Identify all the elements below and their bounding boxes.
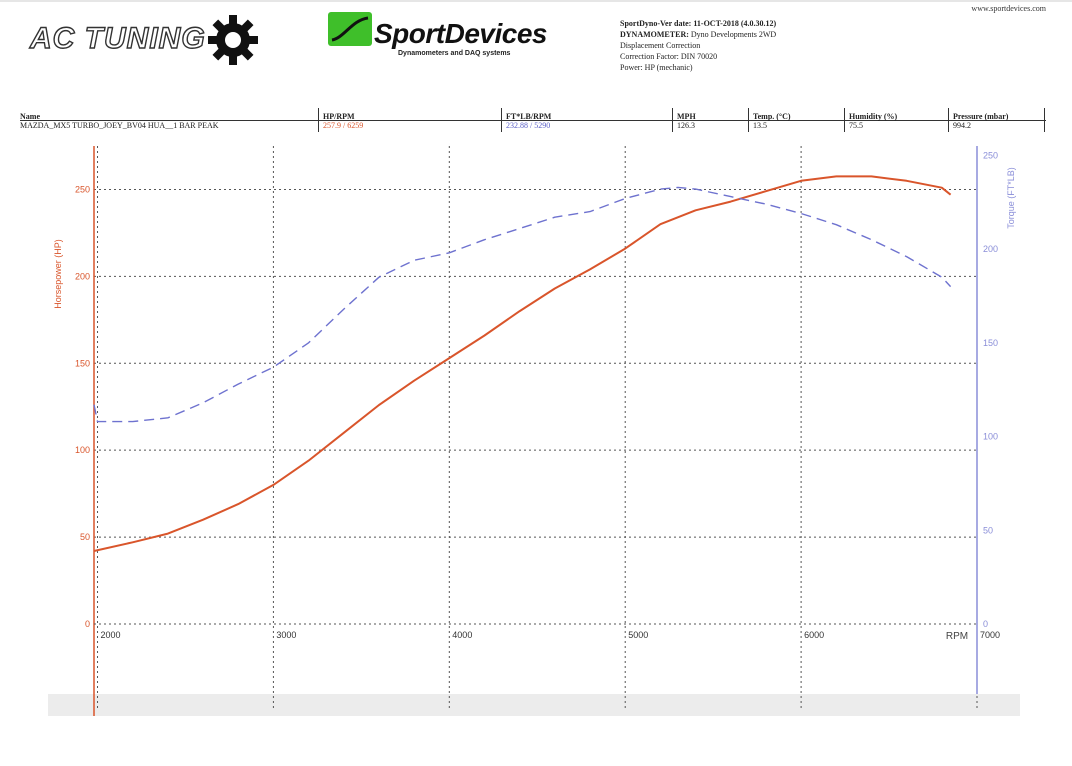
- sportdevices-name: SportDevices: [374, 18, 547, 49]
- humidity: Humidity (%) 75.5: [849, 112, 897, 130]
- torque-value: 232.88 / 5290: [506, 121, 551, 130]
- x-axis-label: RPM: [946, 631, 968, 642]
- y-right-tick-label: 150: [983, 338, 998, 348]
- y-left-tick-label: 0: [85, 619, 90, 629]
- dyno-info: SportDyno-Ver date: 11-OCT-2018 (4.0.30.…: [620, 18, 776, 73]
- displacement-correction: Displacement Correction: [620, 41, 701, 50]
- y-left-tick-label: 200: [75, 271, 90, 281]
- y-right-tick-label: 50: [983, 525, 993, 535]
- hp-value: 257.9 / 6259: [323, 121, 364, 130]
- x-tick-label: 4000: [452, 630, 472, 640]
- temperature: Temp. (°C) 13.5: [753, 112, 791, 130]
- y-right-tick-label: 100: [983, 432, 998, 442]
- header-divider: [318, 108, 319, 132]
- y-left-tick-label: 100: [75, 445, 90, 455]
- header-divider: [948, 108, 949, 132]
- name-label: Name: [20, 112, 40, 121]
- horsepower-line: [93, 175, 952, 552]
- torque-line: [93, 186, 952, 423]
- dyno-value: Dyno Developments 2WD: [690, 30, 777, 39]
- y-right-tick-label: 250: [983, 150, 998, 160]
- header-divider: [501, 108, 502, 132]
- y-right-tick-label: 0: [983, 619, 988, 629]
- y-axis-right-label: Torque (FT*LB): [1006, 167, 1016, 229]
- swoosh-icon: [331, 16, 369, 42]
- dyno-label: DYNAMOMETER:: [620, 30, 689, 39]
- header-divider: [1044, 108, 1045, 132]
- dyno-chart-svg: 2000 3000 4000 5000 6000 70000501001502002500…: [48, 134, 1020, 716]
- y-left-tick-label: 150: [75, 358, 90, 368]
- dyno-chart: 2000 3000 4000 5000 6000 7000 0 50 100 150 200 250 0…: [48, 134, 1020, 716]
- y-right-tick-label: 200: [983, 244, 998, 254]
- hp-peak: HP/RPM 257.9 / 6259: [323, 112, 363, 130]
- hp-label: HP/RPM: [323, 112, 355, 121]
- pressure-label: Pressure (mbar): [953, 112, 1009, 121]
- x-tick-label: 2000: [101, 630, 121, 640]
- sportdevices-tagline: Dynamometers and DAQ systems: [398, 50, 511, 57]
- header-divider: [748, 108, 749, 132]
- humidity-value: 75.5: [849, 121, 863, 130]
- header-divider: [672, 108, 673, 132]
- chart-footer-band: [48, 694, 1020, 716]
- mph-label: MPH: [677, 112, 696, 121]
- site-url[interactable]: www.sportdevices.com: [971, 4, 1046, 13]
- x-tick-label: 5000: [628, 630, 648, 640]
- top-rule: [0, 0, 1072, 2]
- y-left-tick-label: 250: [75, 184, 90, 194]
- gear-icon: [208, 15, 258, 65]
- humidity-label: Humidity (%): [849, 112, 898, 121]
- pressure-value: 994.2: [953, 121, 971, 130]
- x-tick-label: 7000: [980, 630, 1000, 640]
- x-tick-label: 6000: [804, 630, 824, 640]
- y-axis-left-label: Horsepower (HP): [53, 239, 63, 309]
- sportdevices-logo: SportDevices Dynamometers and DAQ system…: [328, 12, 568, 62]
- x-tick-label: 3000: [276, 630, 296, 640]
- name-value: MAZDA_MX5 TURBO_JOEY_BV04 HUA__1 BAR PEA…: [20, 121, 219, 130]
- ac-tuning-logo: AC TUNING: [29, 14, 270, 66]
- torque-label: FT*LB/RPM: [506, 112, 552, 121]
- grid: [94, 146, 978, 709]
- sportdevices-mark: [328, 12, 372, 46]
- y-left-tick-label: 50: [80, 532, 90, 542]
- series: [93, 175, 952, 552]
- axes: [93, 146, 978, 716]
- pressure: Pressure (mbar) 994.2: [953, 112, 1008, 130]
- correction-factor: Correction Factor: DIN 70020: [620, 52, 718, 61]
- ac-tuning-text: AC TUNING: [29, 21, 206, 55]
- mph: MPH 126.3: [677, 112, 696, 130]
- chart-background: [48, 134, 1020, 716]
- temp-label: Temp. (°C): [753, 112, 791, 121]
- header-rule: [20, 120, 320, 121]
- power-unit: Power: HP (mechanic): [620, 63, 693, 72]
- version-label: SportDyno-Ver date:: [620, 19, 692, 28]
- mph-value: 126.3: [677, 121, 695, 130]
- header-divider: [844, 108, 845, 132]
- tick-labels: 2000 3000 4000 5000 6000 70000501001502002500…: [75, 150, 1000, 640]
- run-name: Name MAZDA_MX5 TURBO_JOEY_BV04 HUA__1 BA…: [20, 112, 219, 130]
- version-value: 11-OCT-2018 (4.0.30.12): [693, 19, 777, 28]
- temp-value: 13.5: [753, 121, 767, 130]
- header-rule: [320, 120, 1046, 121]
- torque-peak: FT*LB/RPM 232.88 / 5290: [506, 112, 551, 130]
